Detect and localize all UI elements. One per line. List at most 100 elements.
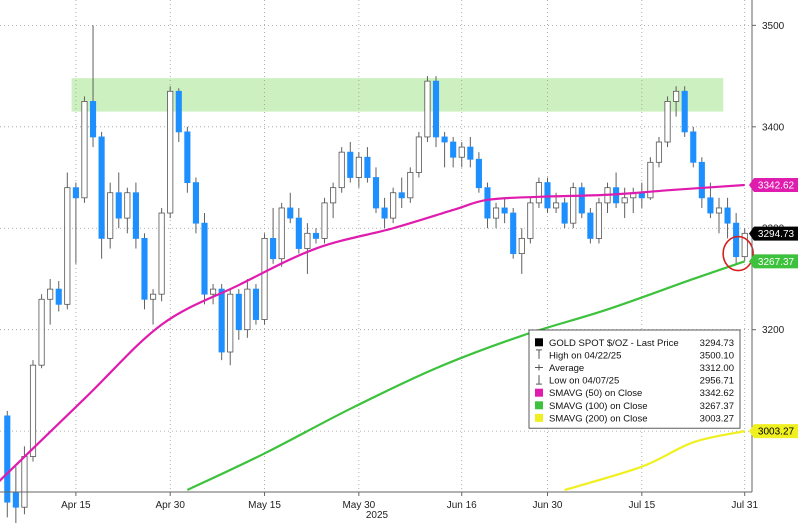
candle xyxy=(501,197,508,224)
candle-body-up xyxy=(527,202,534,239)
candle xyxy=(227,289,234,366)
candle xyxy=(698,157,705,208)
value-tag-bg xyxy=(754,424,798,439)
candle-body-up xyxy=(210,288,217,295)
value-tag: 3267.37 xyxy=(749,254,798,269)
candle-body-up xyxy=(21,456,28,508)
candle-body-up xyxy=(664,101,671,143)
candle xyxy=(407,167,414,203)
candle xyxy=(235,289,242,340)
candle xyxy=(518,228,525,274)
candle xyxy=(690,126,697,168)
candle-body-up xyxy=(158,212,165,295)
candle xyxy=(192,177,199,234)
candle-body-down xyxy=(235,293,242,331)
legend-entry: Average 3312.00 xyxy=(535,363,734,374)
value-tag-label: 3294.73 xyxy=(758,229,795,240)
candle-body-down xyxy=(501,207,508,214)
candle-body-up xyxy=(595,202,603,239)
legend-label: SMAVG (200) on Close xyxy=(549,413,648,424)
candle-body-down xyxy=(218,288,225,353)
legend-value: 3342.62 xyxy=(700,388,734,399)
candle-body-up xyxy=(149,293,157,300)
x-tick-label: May 30 xyxy=(342,500,375,511)
value-tag-pointer xyxy=(749,226,754,241)
candle-body-down xyxy=(72,187,79,199)
candle xyxy=(338,147,345,193)
candle-body-down xyxy=(484,187,491,219)
candle xyxy=(64,172,71,310)
x-tick-label: Jul 31 xyxy=(731,500,758,511)
legend-label: High on 04/22/25 xyxy=(549,350,621,361)
candle-body-down xyxy=(690,131,697,163)
candle-body-up xyxy=(492,207,500,219)
candle xyxy=(510,207,517,259)
candle-body-down xyxy=(578,187,585,214)
sma-line-1 xyxy=(186,260,746,491)
value-tag: 3342.62 xyxy=(749,178,798,193)
candle-body-down xyxy=(707,197,714,214)
candle-body-up xyxy=(407,172,414,199)
candle xyxy=(655,136,663,168)
year-label: 2025 xyxy=(366,510,389,521)
candle-body-up xyxy=(741,232,748,258)
candle xyxy=(304,223,311,274)
candle-body-up xyxy=(424,80,431,138)
candle xyxy=(724,197,731,239)
legend-label: GOLD SPOT $/OZ - Last Price xyxy=(549,338,679,349)
candle xyxy=(89,25,97,148)
candle-body-down xyxy=(270,237,277,260)
legend-label: SMAVG (100) on Close xyxy=(549,401,648,412)
candle xyxy=(167,86,174,219)
y-tick-label: 3200 xyxy=(762,325,785,336)
legend-label: Average xyxy=(549,363,584,374)
candle-body-up xyxy=(64,187,71,305)
candle xyxy=(647,157,654,200)
candle xyxy=(98,131,105,259)
candle-body-down xyxy=(381,207,388,219)
x-tick-label: Jun 16 xyxy=(447,500,477,511)
highlight-circle xyxy=(722,235,754,272)
candle-body-down xyxy=(432,80,440,138)
candle-body-down xyxy=(4,415,11,503)
candle-body-up xyxy=(244,288,251,331)
value-tag-pointer xyxy=(749,178,754,193)
candle-body-up xyxy=(570,187,577,224)
candle xyxy=(347,142,354,183)
candle-body-up xyxy=(167,90,174,214)
candle xyxy=(72,182,79,264)
candle-body-down xyxy=(192,182,199,224)
candle-body-down xyxy=(698,161,705,199)
y-tick-label: 3500 xyxy=(762,21,785,32)
candle-body-down xyxy=(733,222,740,258)
candle-body-down xyxy=(724,207,731,224)
candle-body-up xyxy=(553,202,560,209)
value-tag-label: 3342.62 xyxy=(758,181,795,192)
value-tag-pointer xyxy=(749,254,754,269)
candle-body-down xyxy=(475,158,482,189)
candle-body-up xyxy=(227,293,234,353)
candle xyxy=(535,177,542,208)
legend-value: 3003.27 xyxy=(700,413,734,424)
candle xyxy=(175,88,182,143)
candle xyxy=(630,187,637,214)
value-tag-bg xyxy=(754,178,798,193)
candle-body-down xyxy=(467,146,474,160)
candle-body-up xyxy=(81,101,88,199)
candle xyxy=(398,177,405,208)
candle-body-up xyxy=(458,146,465,158)
candle-body-down xyxy=(115,192,122,219)
candle-body-up xyxy=(278,207,285,260)
candle-body-up xyxy=(655,141,663,163)
candle-body-down xyxy=(175,90,182,133)
legend-entry: SMAVG (50) on Close 3342.62 xyxy=(535,388,734,399)
candle xyxy=(330,182,337,219)
candle xyxy=(595,197,603,244)
candle xyxy=(458,142,465,168)
legend-box xyxy=(528,329,741,429)
candle xyxy=(741,228,748,261)
candle xyxy=(184,126,191,193)
candle xyxy=(218,284,225,361)
